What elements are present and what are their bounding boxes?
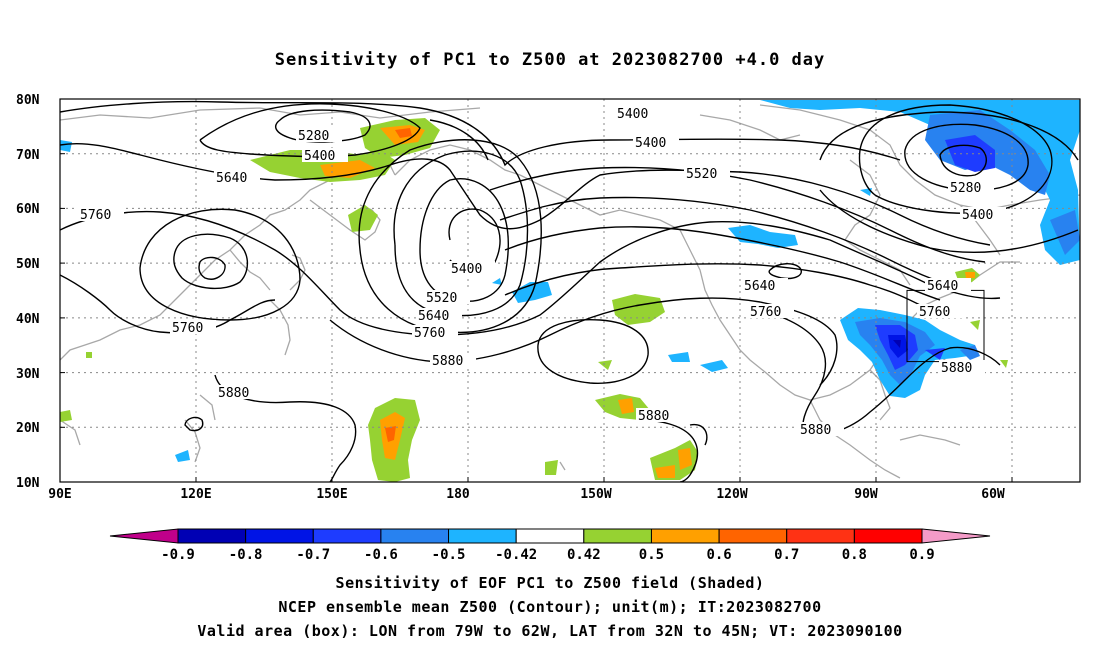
lon-label: 90W <box>854 487 878 502</box>
colorbar-box <box>853 528 923 544</box>
colorbar-box <box>515 528 585 544</box>
colorbar-tick-label: 0.5 <box>639 547 664 563</box>
contour-label: 5520 <box>686 167 717 182</box>
lat-label: 20N <box>16 421 40 436</box>
colorbar-box <box>177 528 247 544</box>
lat-label: 60N <box>16 202 40 217</box>
contour-label: 5880 <box>432 354 463 369</box>
shaded-sensitivity <box>60 100 1080 482</box>
colorbar-tick-label: -0.7 <box>296 547 330 563</box>
lon-label: 120E <box>180 487 211 502</box>
lon-label: 60W <box>981 487 1005 502</box>
contour-label: 5400 <box>451 262 482 277</box>
contour-labels: 5400 5280 5400 5640 5760 5760 5880 5400 … <box>80 107 994 438</box>
colorbar <box>109 528 991 544</box>
contour-label: 5280 <box>298 129 329 144</box>
lat-label: 50N <box>16 257 40 272</box>
colorbar-tick-label: 0.42 <box>567 547 601 563</box>
colorbar-tick-label: 0.6 <box>706 547 731 563</box>
colorbar-max-arrow <box>921 528 991 544</box>
contour-label: 5760 <box>80 208 111 223</box>
lon-label: 120W <box>716 487 747 502</box>
colorbar-box <box>718 528 788 544</box>
contour-label: 5880 <box>638 409 669 424</box>
contour-label: 5880 <box>218 386 249 401</box>
colorbar-tick-label: 0.7 <box>774 547 799 563</box>
colorbar-min-arrow <box>109 528 179 544</box>
colorbar-box <box>650 528 720 544</box>
lat-label: 40N <box>16 312 40 327</box>
lon-label: 150W <box>580 487 611 502</box>
colorbar-box <box>448 528 517 544</box>
plot-frame <box>59 98 1081 483</box>
lon-label: 90E <box>48 487 71 502</box>
colorbar-box <box>245 528 314 544</box>
axis-ticks <box>60 98 1013 482</box>
colorbar-tick-label: -0.42 <box>495 547 537 563</box>
contour-label: 5640 <box>216 171 247 186</box>
map-title: Sensitivity of PC1 to Z500 at 2023082700… <box>274 50 826 70</box>
contour-label: 5760 <box>919 305 950 320</box>
colorbar-box <box>786 528 855 544</box>
colorbar-tick-labels: -0.9 -0.8 -0.7 -0.6 -0.5 -0.42 0.42 0.5 … <box>161 547 935 563</box>
lat-label: 70N <box>16 148 40 163</box>
contour-label: 5520 <box>426 291 457 306</box>
colorbar-tick-label: -0.8 <box>229 547 263 563</box>
caption-contour: NCEP ensemble mean Z500 (Contour); unit(… <box>278 598 822 616</box>
lat-label: 10N <box>16 476 40 491</box>
lat-label: 80N <box>16 93 40 108</box>
colorbar-tick-label: -0.5 <box>432 547 466 563</box>
colorbar-tick-label: 0.9 <box>909 547 934 563</box>
colorbar-box <box>312 528 382 544</box>
contour-label: 5640 <box>744 279 775 294</box>
contour-label: 5280 <box>950 181 981 196</box>
contour-label: 5400 <box>962 208 993 223</box>
contour-label: 5400 <box>304 149 335 164</box>
lat-label: 30N <box>16 367 40 382</box>
colorbar-box <box>380 528 450 544</box>
contour-label: 5640 <box>927 279 958 294</box>
contour-label: 5760 <box>750 305 781 320</box>
contour-label: 5880 <box>800 423 831 438</box>
lon-label: 180 <box>446 487 470 502</box>
contour-label: 5760 <box>414 326 445 341</box>
caption-shaded: Sensitivity of EOF PC1 to Z500 field (Sh… <box>335 574 765 592</box>
colorbar-tick-label: -0.6 <box>364 547 398 563</box>
longitude-labels: 90E 120E 150E 180 150W 120W 90W 60W <box>48 487 1005 502</box>
colorbar-tick-label: -0.9 <box>161 547 195 563</box>
colorbar-box <box>583 528 652 544</box>
contour-label: 5400 <box>635 136 666 151</box>
lon-label: 150E <box>316 487 347 502</box>
latitude-labels: 80N 70N 60N 50N 40N 30N 20N 10N <box>16 93 40 491</box>
contour-label: 5640 <box>418 309 449 324</box>
contour-label: 5400 <box>617 107 648 122</box>
contour-label: 5880 <box>941 361 972 376</box>
contour-label: 5760 <box>172 321 203 336</box>
caption-valid-area: Valid area (box): LON from 79W to 62W, L… <box>197 622 903 640</box>
colorbar-tick-label: 0.8 <box>842 547 867 563</box>
